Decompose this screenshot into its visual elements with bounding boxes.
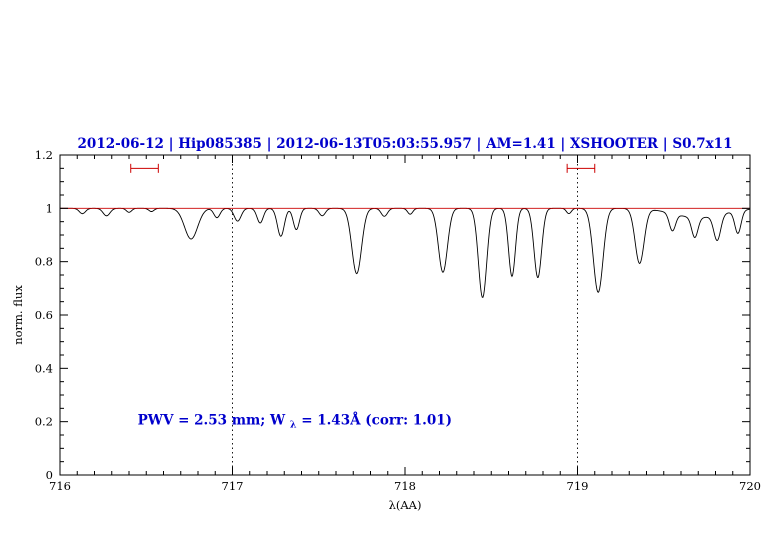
pwv-annotation-prefix: PWV = 2.53 mm; W <box>138 412 286 428</box>
y-tick-label: 1.2 <box>35 148 53 162</box>
y-tick-label: 0.4 <box>35 361 53 375</box>
x-tick-label: 718 <box>394 479 416 493</box>
pwv-annotation-suffix: = 1.43Å (corr: 1.01) <box>301 412 452 428</box>
spectrum-line <box>60 207 751 298</box>
pwv-annotation-sub: λ <box>290 419 297 430</box>
x-tick-label: 720 <box>739 479 761 493</box>
x-tick-label: 717 <box>222 479 244 493</box>
pwv-annotation: PWV = 2.53 mm; W λ = 1.43Å (corr: 1.01) <box>138 412 452 431</box>
y-tick-label: 0.2 <box>35 415 53 429</box>
y-tick-label: 1 <box>46 201 53 215</box>
y-tick-label: 0.6 <box>35 308 53 322</box>
y-axis-label: norm. flux <box>11 285 25 345</box>
x-tick-label: 716 <box>49 479 71 493</box>
plot-generated-content: 716 717 718 719 720 0 0.2 0.4 0.6 0.8 1 1.2 <box>35 148 761 493</box>
y-tick-label: 0.8 <box>35 255 53 269</box>
x-tick-label: 719 <box>567 479 589 493</box>
y-tick-label: 0 <box>46 468 53 482</box>
plot-frame <box>59 154 751 476</box>
x-axis-label: λ(AA) <box>389 498 422 512</box>
plot-title: 2012-06-12 | Hip085385 | 2012-06-13T05:0… <box>78 136 733 152</box>
